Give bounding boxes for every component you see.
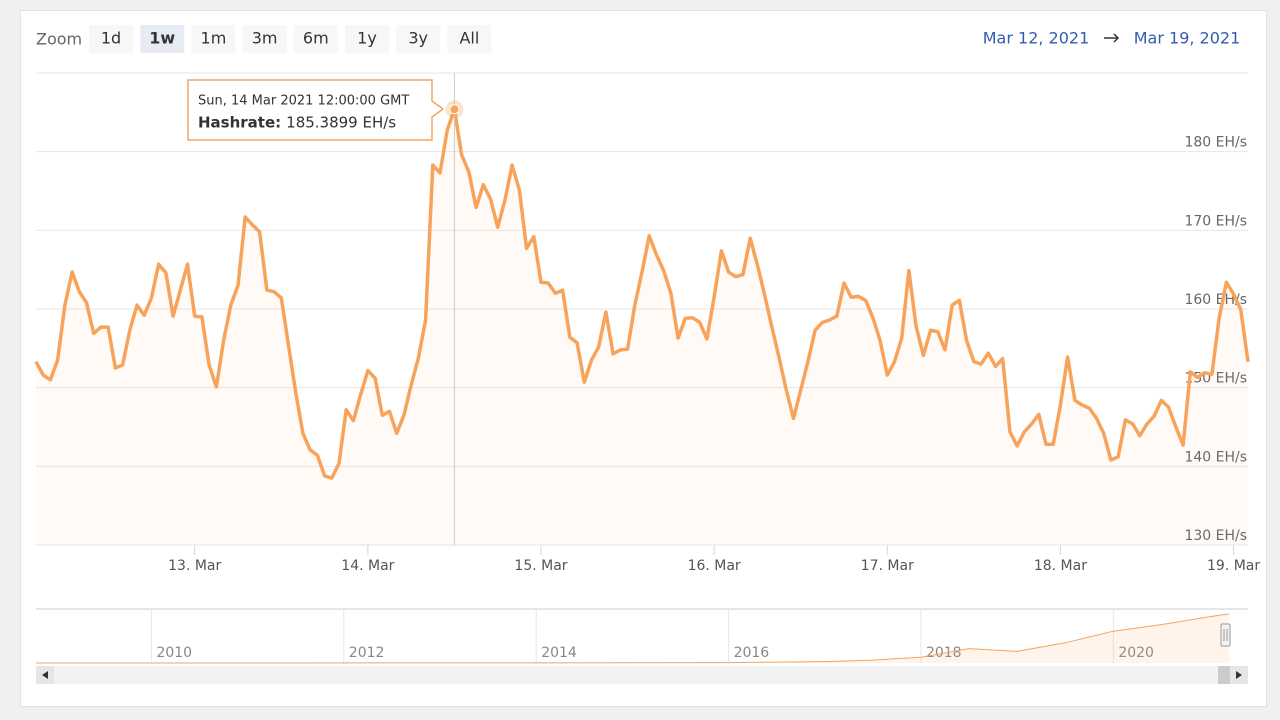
marker [449, 104, 460, 115]
y-tick-label: 170 EH/s [1184, 213, 1247, 229]
y-tick-label: 140 EH/s [1184, 449, 1247, 465]
x-tick-label: 13. Mar [168, 558, 221, 574]
navigator-handle[interactable] [1220, 623, 1231, 647]
x-tick-label: 14. Mar [341, 558, 394, 574]
zoom-button-label: 1m [201, 29, 227, 48]
navigator-tick-label: 2016 [734, 645, 770, 661]
x-tick-label: 17. Mar [861, 558, 914, 574]
scroll-right-arrow [1236, 671, 1242, 679]
zoom-button-label: 3m [252, 29, 278, 48]
date-from[interactable]: Mar 12, 2021 [983, 29, 1090, 48]
zoom-button-label: All [459, 29, 479, 48]
navigator-tick-label: 2012 [349, 645, 385, 661]
x-tick-label: 16. Mar [688, 558, 741, 574]
scroll-left-arrow [42, 671, 48, 679]
x-tick-label: 18. Mar [1034, 558, 1087, 574]
y-tick-label: 160 EH/s [1184, 292, 1247, 308]
tooltip-value: 185.3899 EH/s [286, 114, 396, 132]
line [35, 613, 1229, 664]
zoom-button-label: 1w [149, 29, 175, 48]
navigator-tick-label: 2010 [156, 645, 192, 661]
scrollbar-thumb[interactable] [1218, 666, 1230, 684]
arrow [1104, 33, 1120, 43]
tooltip-header: Sun, 14 Mar 2021 12:00:00 GMT [198, 94, 409, 109]
scrollbar-track[interactable] [36, 666, 1248, 684]
navigator-tick-label: 2014 [541, 645, 577, 661]
zoom-button[interactable] [242, 25, 287, 53]
zoom-button[interactable] [140, 25, 185, 53]
zoom-button[interactable] [345, 25, 389, 53]
y-tick-label: 130 EH/s [1184, 528, 1247, 544]
zoom-button-label: 6m [303, 29, 329, 48]
line [34, 107, 1250, 480]
zoom-button-label: 3y [408, 29, 428, 48]
date-to[interactable]: Mar 19, 2021 [1134, 29, 1241, 48]
y-tick-label: 180 EH/s [1184, 135, 1247, 151]
tooltip-label: Hashrate: [198, 114, 281, 132]
area-fill [36, 109, 1248, 546]
zoom-button[interactable] [447, 25, 492, 53]
x-tick-label: 19. Mar [1207, 558, 1260, 574]
x-tick-label: 15. Mar [514, 558, 567, 574]
navigator-tick-label: 2020 [1118, 645, 1154, 661]
zoom-button[interactable] [396, 25, 441, 53]
arrow-head [1113, 33, 1120, 43]
zoom-button[interactable] [191, 25, 236, 53]
zoom-button-label: 1d [101, 29, 121, 48]
zoom-label: Zoom [36, 30, 82, 49]
area-fill [36, 613, 1229, 663]
zoom-button[interactable] [89, 25, 133, 53]
zoom-button[interactable] [293, 25, 338, 53]
zoom-button-label: 1y [357, 29, 377, 48]
tooltip-box [187, 79, 445, 141]
